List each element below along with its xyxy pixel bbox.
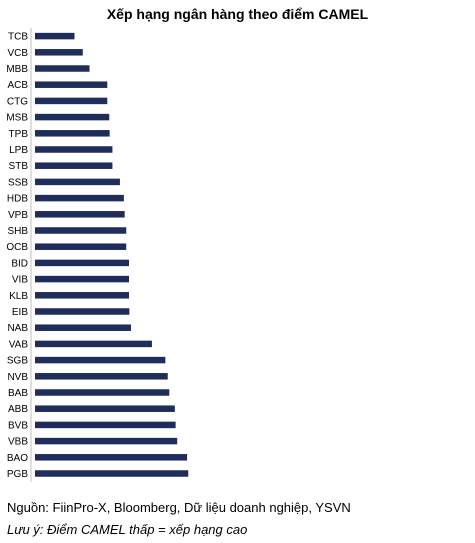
category-label-vpb: VPB xyxy=(8,210,28,221)
category-label-bab: BAB xyxy=(8,388,28,399)
category-labels: TCB VCB MBB ACB CTG MSB TPB LPB STB SSB HDB VPB SHB O… xyxy=(6,32,28,480)
category-label-mbb: MBB xyxy=(6,64,28,75)
bar-shb xyxy=(35,227,127,234)
category-label-pgb: PGB xyxy=(7,469,28,480)
category-label-stb: STB xyxy=(9,161,29,172)
footnote: Lưu ý: Điểm CAMEL thấp = xếp hạng cao xyxy=(7,522,248,537)
bar-eib xyxy=(35,308,130,315)
bar-tpb xyxy=(35,130,110,137)
bar-vpb xyxy=(35,211,125,218)
bar-ssb xyxy=(35,178,120,186)
bar-ctg xyxy=(35,97,108,105)
bar-abb xyxy=(35,405,175,412)
category-label-tcb: TCB xyxy=(8,32,28,43)
category-label-vbb: VBB xyxy=(8,437,28,448)
category-label-abb: ABB xyxy=(8,404,28,415)
category-label-bid: BID xyxy=(11,258,28,269)
category-label-shb: SHB xyxy=(7,226,28,237)
bar-bvb xyxy=(35,421,176,429)
category-label-lpb: LPB xyxy=(9,145,28,156)
category-label-ssb: SSB xyxy=(8,177,28,188)
category-label-bao: BAO xyxy=(7,453,28,464)
category-label-sgb: SGB xyxy=(7,356,28,367)
category-label-klb: KLB xyxy=(9,291,28,302)
bars xyxy=(35,32,189,477)
category-label-acb: ACB xyxy=(7,80,28,91)
bar-nvb xyxy=(35,373,168,380)
chart-title: Xếp hạng ngân hàng theo điểm CAMEL xyxy=(106,6,369,22)
category-label-bvb: BVB xyxy=(8,420,28,431)
bar-chart: TCB VCB MBB ACB CTG MSB TPB LPB STB SSB HDB VPB SHB O… xyxy=(6,28,189,482)
bar-bao xyxy=(35,454,188,461)
bar-lpb xyxy=(35,146,113,153)
bar-klb xyxy=(35,292,130,299)
bar-vib xyxy=(35,275,130,283)
category-label-vcb: VCB xyxy=(7,48,28,59)
category-label-nab: NAB xyxy=(7,323,28,334)
category-label-msb: MSB xyxy=(6,113,28,124)
bar-vbb xyxy=(35,437,178,445)
bar-nab xyxy=(35,324,131,331)
category-label-ocb: OCB xyxy=(6,242,28,253)
bar-vcb xyxy=(35,49,83,56)
source-note: Nguồn: FiinPro-X, Bloomberg, Dữ liệu doa… xyxy=(7,500,351,515)
bar-tcb xyxy=(35,32,75,40)
bar-mbb xyxy=(35,65,90,72)
category-label-vib: VIB xyxy=(12,275,28,286)
bar-pgb xyxy=(35,470,189,477)
bar-hdb xyxy=(35,194,124,202)
category-label-hdb: HDB xyxy=(7,194,28,205)
category-label-ctg: CTG xyxy=(7,96,28,107)
bar-bid xyxy=(35,259,130,267)
bar-vab xyxy=(35,340,152,348)
category-label-nvb: NVB xyxy=(7,372,28,383)
bar-bab xyxy=(35,389,170,396)
category-label-vab: VAB xyxy=(9,339,29,350)
bar-stb xyxy=(35,162,113,169)
bar-acb xyxy=(35,81,108,88)
category-label-tpb: TPB xyxy=(9,129,29,140)
category-label-eib: EIB xyxy=(12,307,28,318)
bar-msb xyxy=(35,113,110,121)
bar-sgb xyxy=(35,356,166,364)
bar-ocb xyxy=(35,243,127,250)
